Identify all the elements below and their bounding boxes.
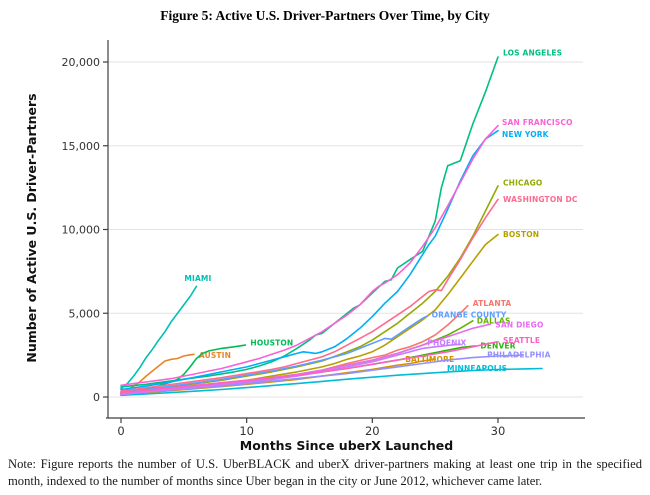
y-tick-label: 20,000 bbox=[62, 56, 101, 69]
city-label-seattle: SEATTLE bbox=[503, 336, 540, 345]
series-line-san-francisco bbox=[120, 124, 499, 387]
series-line-orange-county bbox=[120, 314, 429, 394]
city-label-minneapolis: MINNEAPOLIS bbox=[447, 364, 507, 373]
series-line-miami bbox=[120, 285, 198, 390]
city-label-baltimore: BALTIMORE bbox=[405, 355, 454, 364]
series-line-seattle bbox=[120, 340, 499, 394]
y-tick-label: 5,000 bbox=[69, 307, 101, 320]
figure-title: Figure 5: Active U.S. Driver-Partners Ov… bbox=[160, 8, 490, 23]
figure-note: Note: Figure reports the number of U.S. … bbox=[8, 457, 642, 488]
y-tick-label: 0 bbox=[93, 391, 100, 404]
city-label-dallas: DALLAS bbox=[477, 316, 511, 325]
series-line-minneapolis bbox=[120, 367, 543, 397]
series-line-new-york bbox=[120, 129, 499, 391]
city-label-boston: BOSTON bbox=[503, 230, 539, 239]
city-label-orange-county: ORANGE COUNTY bbox=[432, 310, 507, 319]
city-label-phoenix: PHOENIX bbox=[427, 339, 466, 348]
city-label-san-francisco: SAN FRANCISCO bbox=[502, 118, 573, 127]
series-line-chicago bbox=[120, 185, 499, 393]
city-label-atlanta: ATLANTA bbox=[473, 299, 512, 308]
city-label-houston: HOUSTON bbox=[250, 339, 293, 348]
x-tick-label: 10 bbox=[239, 424, 254, 438]
city-label-new-york: NEW YORK bbox=[502, 130, 550, 139]
series-line-washington-dc bbox=[120, 198, 499, 392]
city-label-chicago: CHICAGO bbox=[503, 178, 542, 187]
y-axis-title: Number of Active U.S. Driver-Partners bbox=[24, 93, 39, 362]
x-axis-title: Months Since uberX Launched bbox=[240, 438, 453, 453]
city-label-austin: AUSTIN bbox=[199, 351, 231, 360]
city-label-san-diego: SAN DIEGO bbox=[495, 321, 543, 330]
city-label-philadelphia: PHILADELPHIA bbox=[487, 351, 550, 360]
city-label-los-angeles: LOS ANGELES bbox=[503, 49, 562, 58]
series-line-philadelphia bbox=[120, 354, 524, 395]
x-tick-label: 30 bbox=[491, 424, 506, 438]
x-tick-label: 20 bbox=[365, 424, 380, 438]
city-label-miami: MIAMI bbox=[184, 274, 211, 283]
y-tick-label: 10,000 bbox=[62, 224, 101, 237]
city-label-washington-dc: WASHINGTON DC bbox=[503, 195, 578, 204]
city-label-denver: DENVER bbox=[480, 341, 515, 350]
x-tick-label: 0 bbox=[117, 424, 124, 438]
y-tick-label: 15,000 bbox=[62, 140, 101, 153]
